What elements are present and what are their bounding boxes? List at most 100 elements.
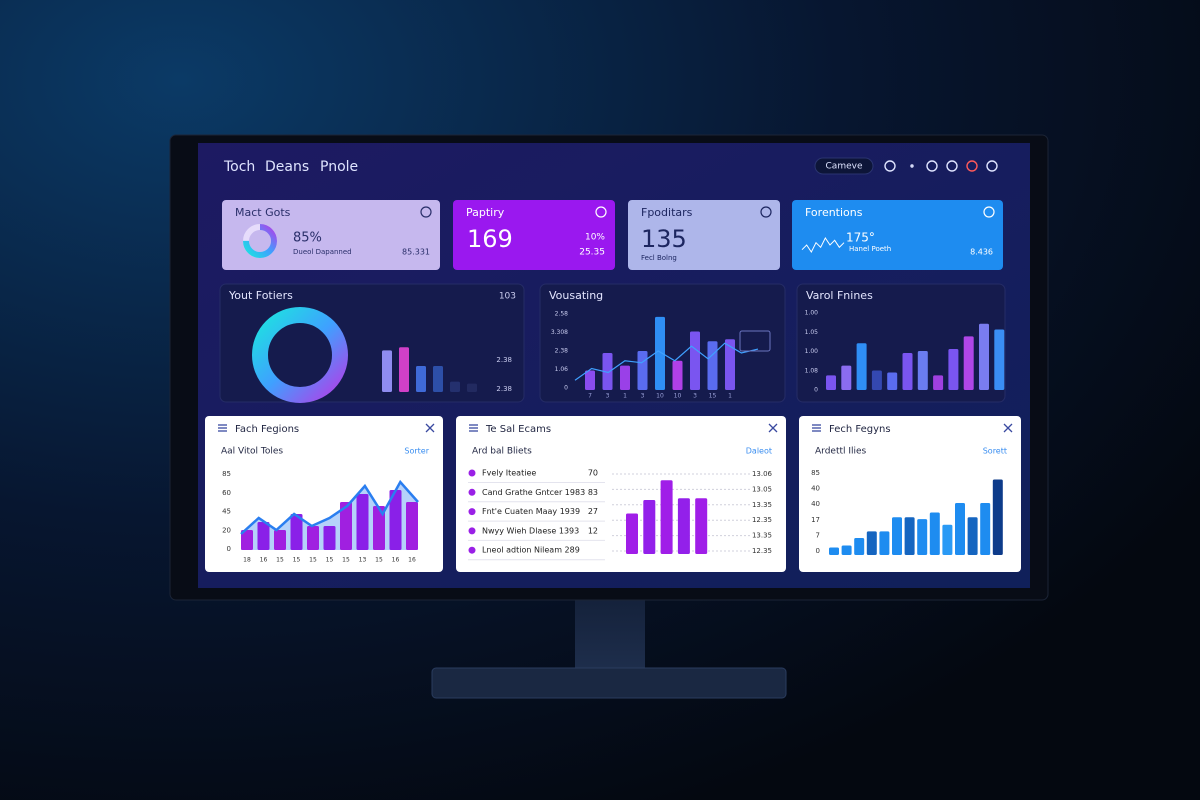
axis-label: 7 <box>816 531 820 539</box>
kpi-caption: Dueol Dapanned <box>293 248 352 256</box>
big-ring <box>252 307 348 403</box>
bar <box>902 352 913 390</box>
bar <box>602 352 613 390</box>
axis-label: 1.08 <box>805 367 819 374</box>
row-bullet <box>468 508 476 516</box>
panel-title: Varol Fnines <box>806 289 873 302</box>
card-title: Fech Fegyns <box>829 424 891 435</box>
axis-label: 0 <box>814 387 818 394</box>
axis-label: 85 <box>222 470 231 478</box>
x-label: 15 <box>276 557 284 564</box>
kpi-value: 169 <box>467 225 513 253</box>
bar <box>274 530 286 550</box>
nav-item[interactable]: Pnole <box>320 159 358 175</box>
card-link[interactable]: Sorett <box>983 447 1007 456</box>
card-link[interactable]: Daleot <box>746 447 772 456</box>
axis-label: 17 <box>811 516 820 524</box>
x-label: 15 <box>293 557 301 564</box>
kpi-title: Fpoditars <box>641 206 693 219</box>
bar <box>241 530 253 550</box>
kpi-side: 25.35 <box>579 248 605 258</box>
x-label: 13 <box>359 557 367 564</box>
bar <box>871 370 882 390</box>
close-icon[interactable] <box>1003 423 1013 433</box>
axis-label: 40 <box>811 485 820 493</box>
row-bullet <box>468 527 476 535</box>
card-subtitle: Ardettl Ilies <box>815 447 867 457</box>
bar <box>620 365 630 390</box>
button-bg[interactable] <box>814 157 874 175</box>
card-title: Fach Fegions <box>235 424 299 435</box>
bar <box>948 349 959 390</box>
close-icon[interactable] <box>425 423 435 433</box>
x-label: 1 <box>728 393 732 400</box>
panel-title: Yout Fotiers <box>228 289 293 302</box>
bar <box>450 381 460 392</box>
x-label: 3 <box>693 393 697 400</box>
bar <box>695 498 708 554</box>
bar <box>257 522 270 550</box>
kpi-title: Forentions <box>805 206 863 219</box>
nav-icon[interactable] <box>966 160 978 172</box>
nav-item[interactable]: Deans <box>265 159 309 175</box>
kpi-side: 10% <box>585 233 605 243</box>
nav-icon[interactable] <box>926 160 938 172</box>
bar <box>643 500 656 554</box>
bar <box>373 506 385 550</box>
bar <box>892 517 902 555</box>
bar <box>406 502 418 550</box>
axis-label: 13.35 <box>752 532 772 540</box>
bar <box>854 538 865 555</box>
row-bullet <box>468 488 476 496</box>
axis-label: 1.06 <box>555 366 569 373</box>
kpi-card <box>222 200 440 270</box>
x-label: 15 <box>375 557 383 564</box>
bar <box>290 514 303 550</box>
nav-icon[interactable] <box>884 160 896 172</box>
monitor-neck <box>575 596 645 670</box>
kpi-caption: Hanel Poeth <box>849 245 891 253</box>
axis-label: 0 <box>564 385 568 392</box>
monitor-base <box>431 667 787 699</box>
row-value: 83 <box>588 488 598 497</box>
bar <box>585 370 595 390</box>
ring <box>243 224 277 258</box>
bar <box>399 347 409 392</box>
bar <box>389 490 402 550</box>
nav-icon[interactable] <box>946 160 958 172</box>
bar <box>929 512 940 555</box>
bar <box>887 372 898 390</box>
bar <box>826 375 836 390</box>
row-label: Fnt'e Cuaten Maay 1939 <box>482 507 580 516</box>
nav-icon[interactable] <box>910 164 914 168</box>
axis-label: 2.58 <box>555 311 569 318</box>
bar <box>307 526 319 550</box>
bar <box>917 519 928 555</box>
x-label: 15 <box>326 557 334 564</box>
bar <box>963 336 974 390</box>
bar <box>841 545 852 555</box>
axis-label: 45 <box>222 508 231 516</box>
x-label: 15 <box>342 557 350 564</box>
bar <box>917 351 928 390</box>
axis-label: 3.308 <box>551 329 568 336</box>
close-icon[interactable] <box>768 423 778 433</box>
nav-item[interactable]: Toch <box>223 159 255 175</box>
nav-button[interactable]: Cameve <box>826 162 863 172</box>
axis-label: 40 <box>811 500 820 508</box>
row-bullet <box>468 469 476 477</box>
bar <box>655 316 665 390</box>
kpi-side: 8.436 <box>970 248 993 257</box>
nav-icon[interactable] <box>986 160 998 172</box>
bar <box>725 339 735 390</box>
card-link[interactable]: Sorter <box>404 447 429 456</box>
axis-label: 12.35 <box>752 516 772 524</box>
row-label: Fvely Iteatiee <box>482 469 536 478</box>
bar <box>467 383 477 392</box>
bar <box>382 350 392 392</box>
bar <box>416 366 426 392</box>
card-subtitle: Aal Vitol Toles <box>221 447 283 457</box>
card-icon <box>595 206 607 218</box>
